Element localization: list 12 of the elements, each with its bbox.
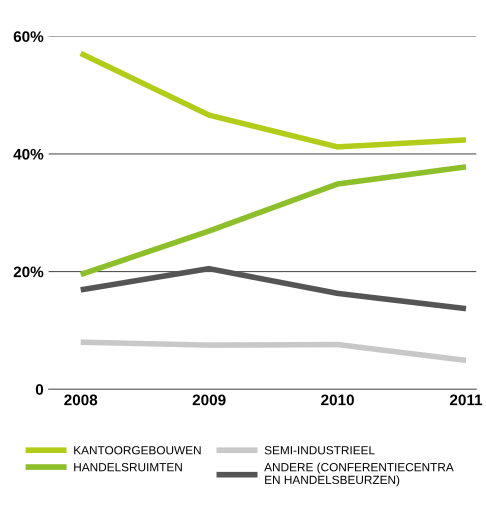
legend-label: HANDELSRUIMTEN	[74, 462, 182, 472]
x-tick-label: 2008	[64, 394, 98, 406]
y-tick-label: 0	[36, 384, 44, 395]
y-tick-label: 40%	[13, 148, 44, 160]
y-tick-label: 20%	[14, 266, 44, 278]
legend-label: ANDERE (CONFERENTIECENTRA EN HANDELSBEURZEN)	[264, 462, 454, 486]
legend-label: SEMI-INDUSTRIEEL	[264, 446, 375, 454]
x-tick-label: 2010	[321, 394, 354, 406]
legend-label: KANTOORGEBOUWEN	[74, 446, 201, 454]
x-tick-label: 2009	[192, 394, 226, 406]
y-tick-label: 60%	[14, 31, 44, 42]
x-tick-label: 2011	[450, 394, 482, 406]
